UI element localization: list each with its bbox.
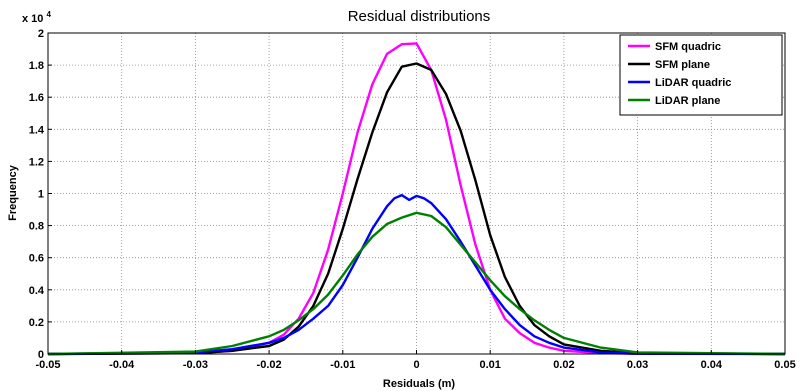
- y-tick-label: 2: [38, 28, 44, 40]
- x-tick-label: 0.04: [701, 359, 723, 371]
- x-tick-label: 0.01: [479, 359, 500, 371]
- y-tick-label: 1.4: [29, 124, 45, 136]
- x-tick-label: 0.05: [774, 359, 795, 371]
- x-tick-label: -0.01: [330, 359, 355, 371]
- y-axis-ticks: 0 0.2 0.4 0.6 0.8 1 1.2 1.4 1.6 1.8 2: [29, 28, 52, 361]
- y-tick-label: 0: [38, 349, 44, 361]
- legend-label-sfm-plane: SFM plane: [655, 59, 710, 71]
- y-tick-label: 1: [38, 189, 44, 201]
- legend-label-lidar-quadric: LiDAR quadric: [655, 77, 731, 89]
- y-tick-label: 1.6: [29, 92, 44, 104]
- x-axis-ticks: -0.05 -0.04 -0.03 -0.02 -0.01 0 0.01 0.02 0.03 0.…: [35, 350, 796, 371]
- y-axis-label: Frequency: [7, 164, 19, 221]
- y-tick-label: 0.8: [29, 221, 44, 233]
- y-tick-label: 0.4: [29, 285, 45, 297]
- series-layer: [47, 42, 786, 356]
- legend-label-lidar-plane: LiDAR plane: [655, 95, 720, 107]
- y-exponent-power: 4: [46, 10, 51, 19]
- series-line-lidar-quadric: [47, 193, 786, 356]
- x-tick-label: 0.02: [553, 359, 574, 371]
- y-tick-label: 1.2: [29, 156, 44, 168]
- series-line-lidar-plane: [47, 211, 786, 356]
- legend-box: [619, 34, 783, 116]
- x-tick-label: -0.03: [183, 359, 208, 371]
- grid: [48, 33, 785, 354]
- legend-label-sfm-quadric: SFM quadric: [655, 41, 721, 53]
- x-tick-label: -0.02: [257, 359, 282, 371]
- chart-title: Residual distributions: [348, 8, 491, 25]
- y-tick-label: 0.6: [29, 253, 44, 265]
- x-tick-label: -0.05: [35, 359, 60, 371]
- y-exponent-base: x 10: [22, 13, 43, 25]
- x-tick-label: 0.03: [627, 359, 648, 371]
- series-line-sfm-quadric: [47, 42, 786, 356]
- y-exponent-label: x 10 4: [22, 10, 51, 25]
- legend: SFM quadric SFM plane LiDAR quadric LiDA…: [619, 34, 783, 116]
- x-tick-label: -0.04: [109, 359, 135, 371]
- x-axis-label: Residuals (m): [383, 378, 455, 390]
- y-tick-label: 1.8: [29, 60, 44, 72]
- x-tick-label: 0: [413, 359, 419, 371]
- y-tick-label: 0.2: [29, 317, 44, 329]
